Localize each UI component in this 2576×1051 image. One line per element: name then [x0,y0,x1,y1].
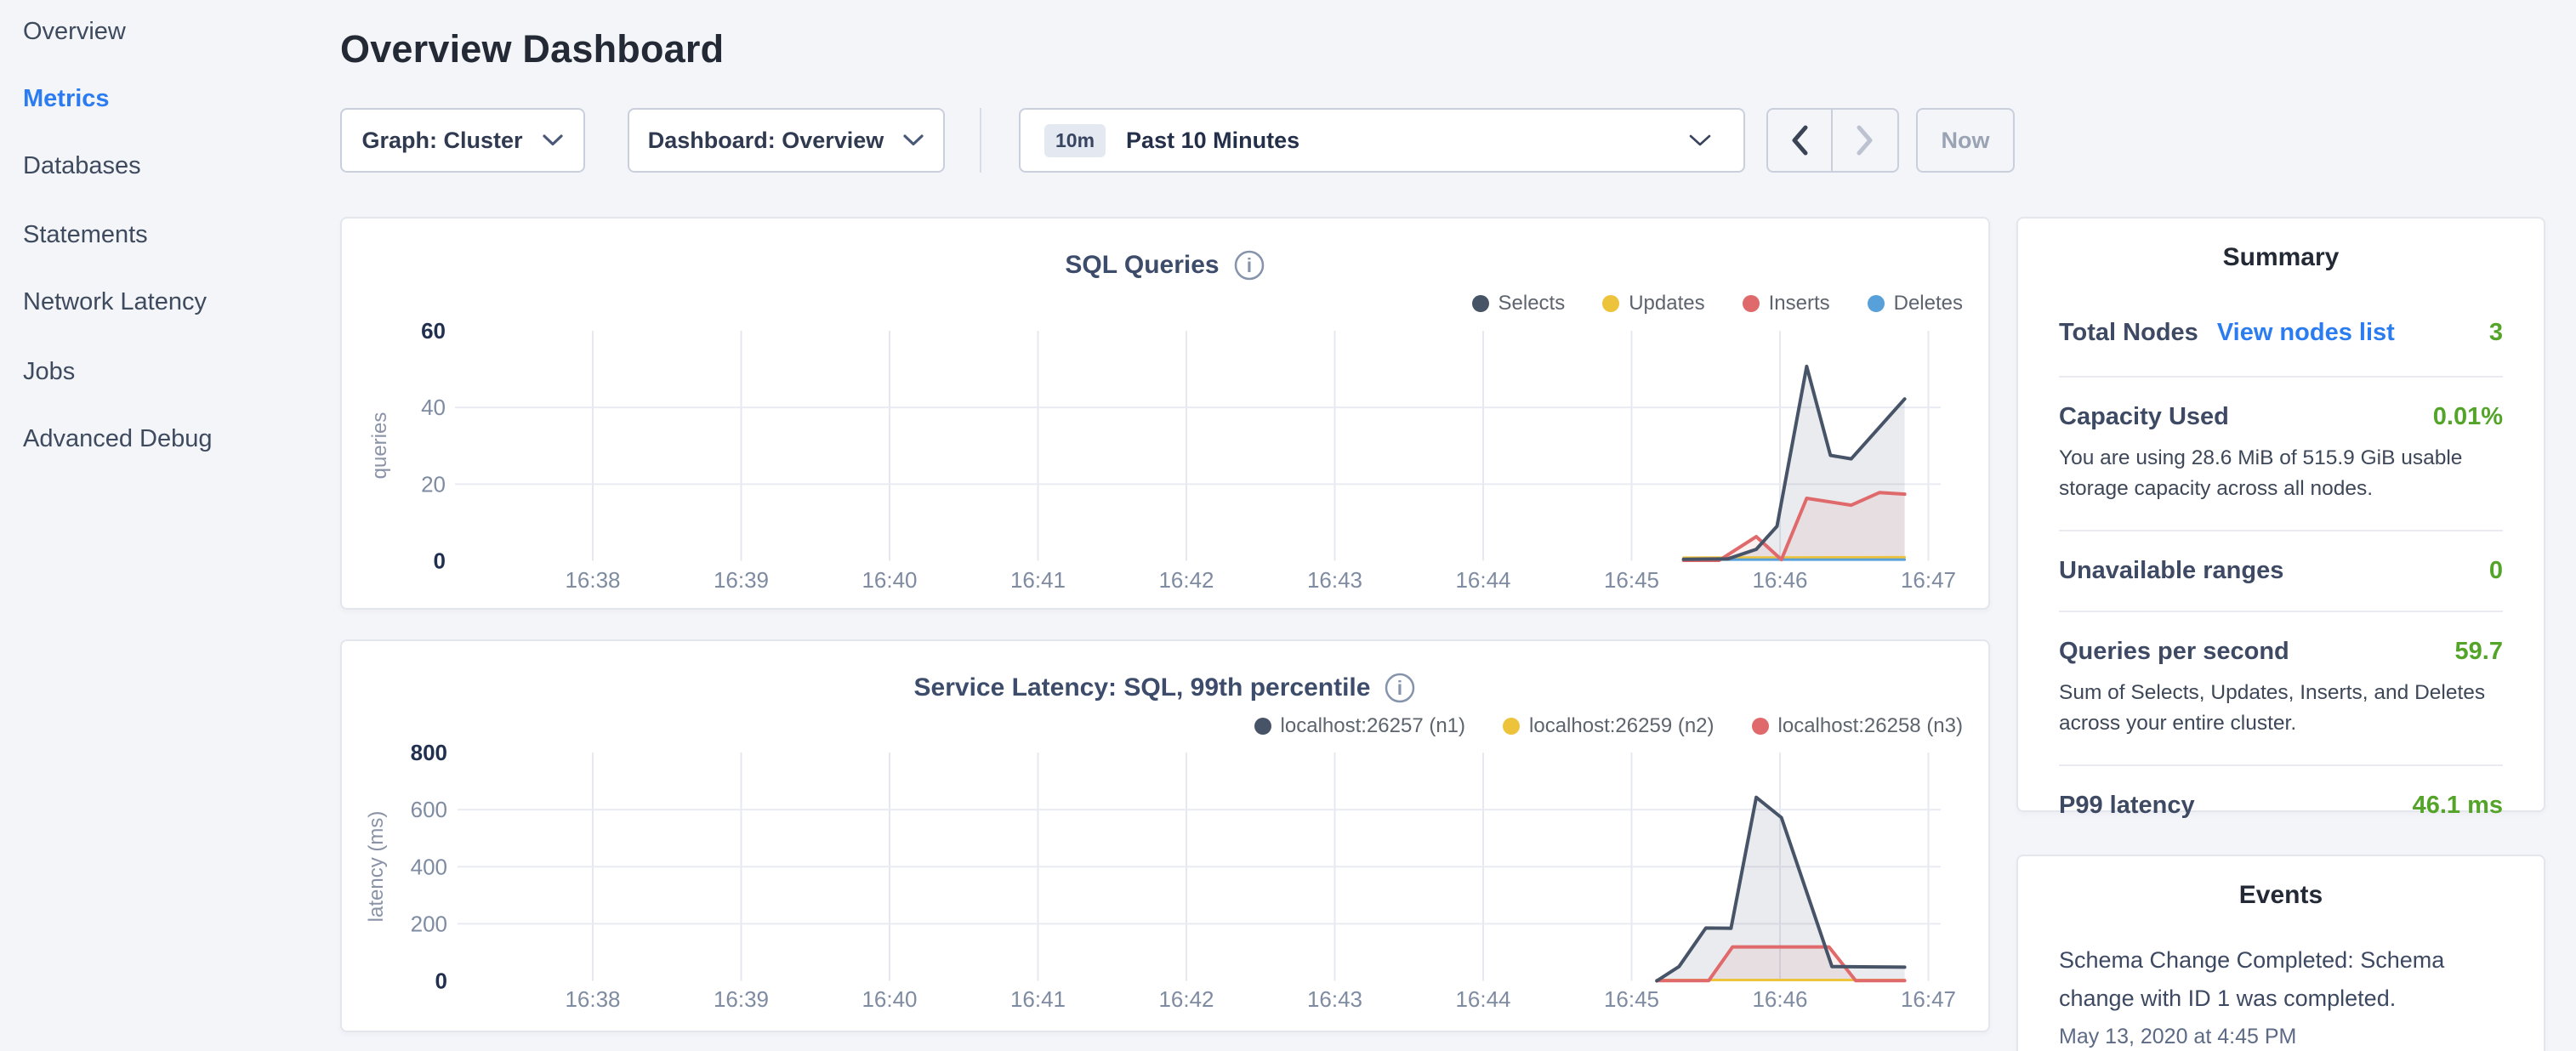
stat-label: Queries per second [2059,638,2289,666]
svg-text:16:41: 16:41 [1010,986,1066,1012]
sidebar-item-network-latency[interactable]: Network Latency [23,285,207,319]
service-latency-plot[interactable]: 16:38 16:39 16:40 16:41 16:42 16:43 16:44 16:45… [342,641,1992,1034]
svg-text:16:42: 16:42 [1158,986,1214,1012]
sidebar-item-overview[interactable]: Overview [23,14,126,48]
svg-text:16:44: 16:44 [1455,986,1510,1012]
svg-text:0: 0 [435,969,447,994]
chevron-down-icon [542,134,564,147]
chevron-right-icon [1855,123,1875,157]
sidebar-item-metrics[interactable]: Metrics [23,82,110,116]
events-panel: Events Schema Change Completed: Schema c… [2016,855,2545,1051]
sidebar-item-databases[interactable]: Databases [23,149,141,183]
sidebar-item-jobs[interactable]: Jobs [23,355,75,389]
view-nodes-list-link[interactable]: View nodes list [2217,319,2395,347]
svg-text:40: 40 [421,395,446,420]
svg-text:16:44: 16:44 [1455,567,1510,593]
svg-text:16:43: 16:43 [1307,986,1362,1012]
time-range-selector[interactable]: 10m Past 10 Minutes [1019,108,1745,173]
stat-description: Sum of Selects, Updates, Inserts, and De… [2059,678,2503,739]
chevron-down-icon [902,134,924,147]
sql-queries-chart-card: SQL Queries i SelectsUpdatesInsertsDelet… [340,217,1990,610]
svg-text:16:42: 16:42 [1158,567,1214,593]
summary-row-unavailable-ranges: Unavailable ranges 0 [2059,530,2503,611]
time-range-badge: 10m [1044,124,1106,157]
stat-value: 46.1 ms [2413,792,2503,820]
controls-divider [980,108,981,173]
svg-text:16:40: 16:40 [862,567,917,593]
previous-time-button[interactable] [1768,110,1833,171]
svg-text:16:39: 16:39 [714,567,769,593]
event-text: Schema Change Completed: Schema change w… [2059,941,2503,1018]
time-step-buttons [1766,108,1899,173]
svg-text:0: 0 [434,548,446,574]
stat-label: Unavailable ranges [2059,557,2283,585]
svg-text:400: 400 [411,854,447,879]
svg-text:600: 600 [411,797,447,822]
svg-text:16:40: 16:40 [862,986,917,1012]
svg-text:60: 60 [421,318,446,344]
stat-label: P99 latency [2059,792,2195,820]
svg-text:16:38: 16:38 [565,567,620,593]
stat-label: Capacity Used [2059,403,2229,431]
stat-value: 59.7 [2455,638,2503,666]
stat-description: You are using 28.6 MiB of 515.9 GiB usab… [2059,443,2503,504]
summary-row-capacity-used: Capacity Used 0.01% You are using 28.6 M… [2059,376,2503,530]
chevron-down-icon [1687,133,1713,148]
svg-text:16:43: 16:43 [1307,567,1362,593]
svg-text:800: 800 [411,740,447,765]
svg-text:16:47: 16:47 [1901,567,1956,593]
now-button-label: Now [1942,128,1990,154]
page-title: Overview Dashboard [340,27,724,71]
svg-text:20: 20 [421,471,446,497]
sidebar-item-advanced-debug[interactable]: Advanced Debug [23,422,213,456]
event-list-item: Schema Change Completed: Schema change w… [2059,941,2503,1049]
graph-scope-dropdown[interactable]: Graph: Cluster [340,108,585,173]
svg-text:16:38: 16:38 [565,986,620,1012]
svg-text:16:46: 16:46 [1752,567,1807,593]
svg-text:16:47: 16:47 [1901,986,1956,1012]
graph-scope-label: Graph: Cluster [361,128,522,154]
service-latency-chart-card: Service Latency: SQL, 99th percentile i … [340,639,1990,1032]
summary-title: Summary [2059,241,2503,275]
svg-text:16:45: 16:45 [1604,567,1659,593]
svg-text:16:45: 16:45 [1604,986,1659,1012]
stat-value: 0 [2489,557,2503,585]
events-title: Events [2059,878,2503,912]
sidebar: Overview Metrics Databases Statements Ne… [0,0,340,1051]
sidebar-item-statements[interactable]: Statements [23,218,148,252]
event-timestamp: May 13, 2020 at 4:45 PM [2059,1025,2503,1049]
now-button[interactable]: Now [1916,108,2015,173]
summary-row-total-nodes: Total Nodes View nodes list 3 [2059,275,2503,376]
stat-value: 3 [2489,319,2503,347]
svg-text:16:41: 16:41 [1010,567,1066,593]
svg-text:16:39: 16:39 [714,986,769,1012]
summary-row-p99-latency: P99 latency 46.1 ms [2059,764,2503,845]
sql-queries-plot[interactable]: 16:38 16:39 16:40 16:41 16:42 16:43 16:44 16:45… [342,219,1992,611]
summary-panel: Summary Total Nodes View nodes list 3 Ca… [2016,217,2545,812]
dashboard-dropdown[interactable]: Dashboard: Overview [628,108,945,173]
dashboard-label: Dashboard: Overview [648,128,884,154]
stat-value: 0.01% [2433,403,2503,431]
next-time-button[interactable] [1833,110,1897,171]
svg-text:200: 200 [411,911,447,936]
summary-row-queries-per-second: Queries per second 59.7 Sum of Selects, … [2059,611,2503,764]
time-range-label: Past 10 Minutes [1126,128,1299,154]
stat-label: Total Nodes [2059,319,2198,347]
svg-text:latency (ms): latency (ms) [365,811,388,923]
svg-text:queries: queries [368,412,391,480]
chevron-left-icon [1789,123,1810,157]
svg-text:16:46: 16:46 [1752,986,1807,1012]
